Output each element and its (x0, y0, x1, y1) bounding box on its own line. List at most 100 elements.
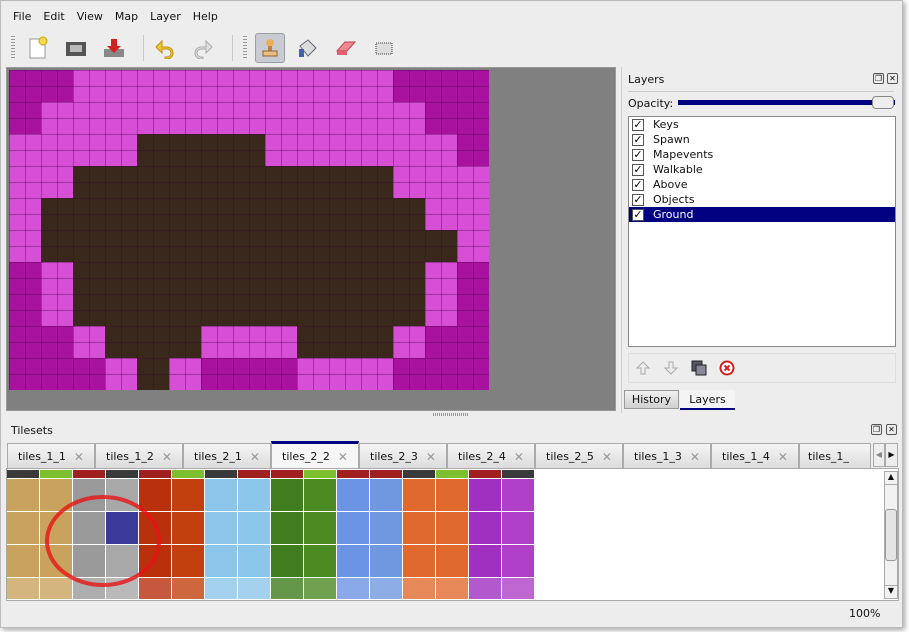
remove-layer-icon[interactable] (719, 360, 735, 376)
layer-row[interactable]: ✓ Above (629, 177, 895, 192)
tileset-tab[interactable]: tiles_1_2 ✕ (95, 443, 183, 469)
map-tile[interactable] (425, 262, 457, 294)
tileset-tile[interactable] (436, 578, 469, 600)
tileset-tile[interactable] (205, 545, 238, 578)
map-tile[interactable] (329, 70, 361, 102)
map-tile[interactable] (457, 102, 489, 134)
map-tile[interactable] (425, 166, 457, 198)
eraser-button[interactable] (331, 33, 361, 63)
duplicate-layer-icon[interactable] (691, 360, 707, 376)
tileset-tab[interactable]: tiles_2_1 ✕ (183, 443, 271, 469)
map-tile[interactable] (201, 262, 233, 294)
map-tile[interactable] (169, 102, 201, 134)
map-canvas[interactable] (9, 70, 489, 390)
map-tile[interactable] (265, 166, 297, 198)
tileset-tile[interactable] (238, 578, 271, 600)
menu-edit[interactable]: Edit (43, 10, 65, 23)
tileset-tile[interactable] (502, 479, 535, 512)
map-tile[interactable] (233, 262, 265, 294)
map-tile[interactable] (137, 102, 169, 134)
map-tile[interactable] (297, 358, 329, 390)
map-tile[interactable] (9, 358, 41, 390)
tileset-tile[interactable] (106, 470, 139, 479)
close-tab-icon[interactable]: ✕ (689, 449, 700, 464)
tabs-scroll-right[interactable]: ▶ (885, 443, 898, 467)
tileset-tile[interactable] (337, 479, 370, 512)
menu-view[interactable]: View (76, 10, 103, 23)
tileset-tile[interactable] (436, 545, 469, 578)
map-tile[interactable] (233, 134, 265, 166)
map-tile[interactable] (169, 358, 201, 390)
map-tile[interactable] (169, 134, 201, 166)
layer-row[interactable]: ✓ Keys (629, 117, 895, 132)
tileset-tile[interactable] (40, 470, 73, 479)
layer-row[interactable]: ✓ Objects (629, 192, 895, 207)
tileset-tab[interactable]: tiles_1_1 ✕ (7, 443, 95, 469)
map-tile[interactable] (137, 70, 169, 102)
visibility-checkbox[interactable]: ✓ (632, 147, 644, 161)
map-tile[interactable] (9, 262, 41, 294)
tileset-tile[interactable] (271, 545, 304, 578)
close-tab-icon[interactable]: ✕ (601, 449, 612, 464)
map-tile[interactable] (105, 294, 137, 326)
tileset-tile[interactable] (304, 470, 337, 479)
map-tile[interactable] (201, 230, 233, 262)
map-tile[interactable] (73, 326, 105, 358)
map-tile[interactable] (457, 134, 489, 166)
tileset-tab[interactable]: tiles_2_3 ✕ (359, 443, 447, 469)
close-tab-icon[interactable]: ✕ (513, 449, 524, 464)
visibility-checkbox[interactable]: ✓ (632, 162, 644, 176)
map-tile[interactable] (265, 102, 297, 134)
map-tile[interactable] (169, 294, 201, 326)
tileset-tile[interactable] (205, 479, 238, 512)
map-tile[interactable] (41, 102, 73, 134)
tileset-tile[interactable] (139, 578, 172, 600)
map-tile[interactable] (137, 134, 169, 166)
tileset-tile[interactable] (73, 512, 106, 545)
tileset-tile[interactable] (271, 578, 304, 600)
map-tile[interactable] (393, 326, 425, 358)
map-tile[interactable] (361, 294, 393, 326)
tileset-tile[interactable] (271, 512, 304, 545)
menu-map[interactable]: Map (114, 10, 139, 23)
map-tile[interactable] (425, 326, 457, 358)
tileset-tile[interactable] (73, 470, 106, 479)
tileset-grid[interactable] (7, 470, 535, 600)
map-tile[interactable] (265, 198, 297, 230)
map-tile[interactable] (233, 358, 265, 390)
close-tab-icon[interactable]: ✕ (777, 449, 788, 464)
map-tile[interactable] (73, 134, 105, 166)
tileset-tile[interactable] (403, 470, 436, 479)
tileset-tile[interactable] (172, 545, 205, 578)
tileset-tile[interactable] (7, 578, 40, 600)
map-tile[interactable] (361, 230, 393, 262)
stamp-brush-button[interactable] (255, 33, 285, 63)
tileset-tile[interactable] (436, 470, 469, 479)
scroll-thumb[interactable] (885, 509, 897, 561)
tileset-tab[interactable]: tiles_1_3 ✕ (623, 443, 711, 469)
tileset-tile[interactable] (172, 470, 205, 479)
tileset-tile[interactable] (139, 479, 172, 512)
tileset-tile[interactable] (7, 545, 40, 578)
tileset-tile[interactable] (40, 578, 73, 600)
map-tile[interactable] (201, 326, 233, 358)
map-tile[interactable] (9, 198, 41, 230)
tileset-tile[interactable] (139, 470, 172, 479)
layer-row[interactable]: ✓ Mapevents (629, 147, 895, 162)
tileset-tile[interactable] (370, 512, 403, 545)
map-tile[interactable] (9, 134, 41, 166)
map-tile[interactable] (361, 326, 393, 358)
map-tile[interactable] (105, 166, 137, 198)
undo-button[interactable] (150, 33, 180, 63)
map-tile[interactable] (393, 70, 425, 102)
map-tile[interactable] (9, 230, 41, 262)
map-tile[interactable] (105, 70, 137, 102)
map-tile[interactable] (41, 326, 73, 358)
tileset-tile[interactable] (304, 578, 337, 600)
tabs-scroll-left[interactable]: ◀ (873, 443, 885, 467)
tileset-tile[interactable] (304, 545, 337, 578)
map-tile[interactable] (457, 326, 489, 358)
map-tile[interactable] (393, 262, 425, 294)
map-tile[interactable] (393, 102, 425, 134)
map-tile[interactable] (105, 358, 137, 390)
